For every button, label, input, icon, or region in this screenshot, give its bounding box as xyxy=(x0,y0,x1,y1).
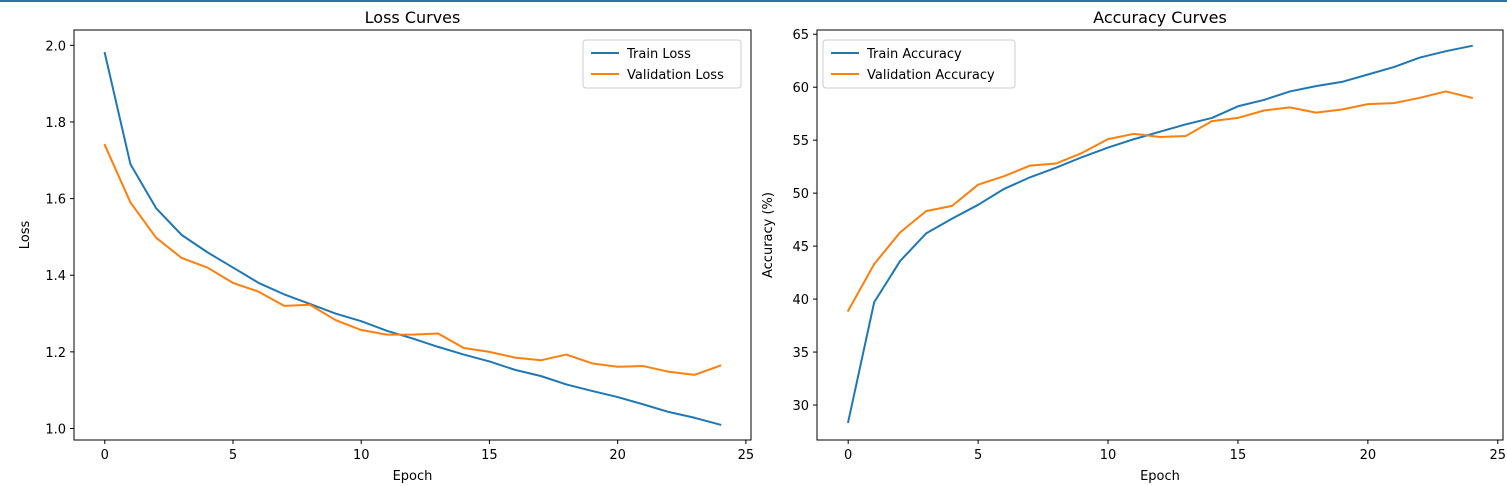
plot-frame xyxy=(73,29,752,441)
series-line-0 xyxy=(103,51,722,426)
legend-label: Validation Accuracy xyxy=(867,68,995,83)
y-tick-label: 30 xyxy=(792,399,809,414)
x-tick-label: 15 xyxy=(481,448,498,463)
y-tick-label: 2.0 xyxy=(45,39,66,54)
legend-box xyxy=(582,39,742,89)
chart-title: Loss Curves xyxy=(365,8,461,27)
x-tick-label: 15 xyxy=(1230,448,1247,463)
legend-label: Train Loss xyxy=(626,47,691,62)
legend-label: Train Accuracy xyxy=(866,47,962,62)
x-tick-label: 0 xyxy=(101,448,109,463)
x-axis-label: Epoch xyxy=(393,469,433,484)
x-tick-label: 10 xyxy=(353,448,370,463)
y-tick-label: 35 xyxy=(792,346,809,361)
legend-label: Validation Loss xyxy=(627,68,724,83)
legend: Train Accuracy Validation Accuracy xyxy=(822,39,1016,89)
y-tick-label: 45 xyxy=(792,240,809,255)
x-tick-label: 10 xyxy=(1100,448,1117,463)
y-tick-label: 65 xyxy=(792,28,809,43)
chart-panel-0: Loss Curves 0 5 10 15 20 25 1.0 1.2 1.4 1.6 1.8 2.0 E… xyxy=(18,8,754,484)
x-tick-label: 20 xyxy=(1360,448,1377,463)
x-axis-label: Epoch xyxy=(1140,469,1180,484)
y-tick-label: 40 xyxy=(792,293,809,308)
chart-title: Accuracy Curves xyxy=(1093,8,1227,27)
x-tick-label: 20 xyxy=(609,448,626,463)
x-tick-label: 5 xyxy=(974,448,982,463)
legend-box xyxy=(822,39,1016,89)
y-axis-label: Loss xyxy=(18,221,33,250)
y-tick-label: 60 xyxy=(792,81,809,96)
y-axis-label: Accuracy (%) xyxy=(761,192,776,278)
x-tick-label: 25 xyxy=(738,448,755,463)
series-line-0 xyxy=(846,44,1473,424)
legend: Train Loss Validation Loss xyxy=(582,39,742,89)
y-tick-label: 1.8 xyxy=(45,116,66,131)
y-tick-label: 50 xyxy=(792,187,809,202)
top-border xyxy=(0,0,1507,2)
y-tick-label: 55 xyxy=(792,134,809,149)
series-line-1 xyxy=(103,143,722,376)
x-tick-label: 0 xyxy=(844,448,852,463)
x-tick-label: 5 xyxy=(229,448,237,463)
y-tick-label: 1.6 xyxy=(45,193,66,208)
series-line-1 xyxy=(846,90,1474,313)
y-tick-label: 1.4 xyxy=(45,269,66,284)
y-tick-label: 1.2 xyxy=(45,346,66,361)
chart-panel-1: Accuracy Curves 0 5 10 15 20 25 30 35 40 45 50 55 60 6… xyxy=(761,8,1506,484)
y-tick-label: 1.0 xyxy=(45,423,66,438)
plot-frame xyxy=(816,29,1504,441)
x-tick-label: 25 xyxy=(1490,448,1507,463)
